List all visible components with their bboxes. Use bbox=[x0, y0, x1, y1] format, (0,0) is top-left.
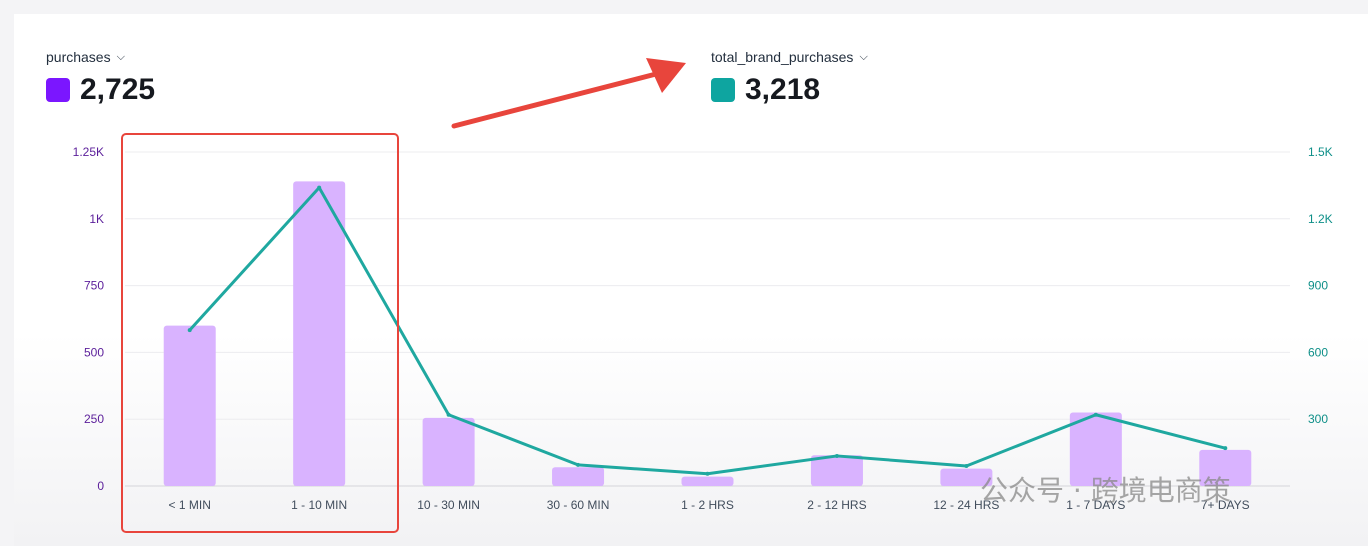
y-right-tick-label: 1.5K bbox=[1308, 145, 1333, 159]
bar-6[interactable] bbox=[940, 468, 993, 486]
x-tick-label: 12 - 24 HRS bbox=[933, 498, 999, 512]
y-right-tick-label: 1.2K bbox=[1308, 212, 1333, 226]
line-point-2[interactable] bbox=[446, 412, 451, 417]
metric-selector-total-brand-purchases[interactable]: total_brand_purchases ⌵ bbox=[711, 49, 868, 65]
y-right-tick-label: 900 bbox=[1308, 279, 1328, 293]
line-series bbox=[187, 185, 1228, 476]
line-point-0[interactable] bbox=[187, 328, 192, 333]
line-point-5[interactable] bbox=[834, 453, 839, 458]
x-tick-label: 30 - 60 MIN bbox=[547, 498, 610, 512]
x-tick-label: 10 - 30 MIN bbox=[417, 498, 480, 512]
metric-total-brand-purchases: total_brand_purchases ⌵ 3,218 bbox=[711, 49, 868, 107]
y-left-tick-label: 500 bbox=[84, 345, 104, 359]
metric-value-purchases: 2,725 bbox=[80, 73, 156, 106]
x-tick-label: 1 - 2 HRS bbox=[681, 498, 734, 512]
bar-1[interactable] bbox=[293, 181, 346, 486]
chevron-down-icon[interactable]: ⌵ bbox=[859, 50, 868, 63]
metric-name-label: purchases bbox=[46, 49, 111, 65]
bar-7[interactable] bbox=[1069, 412, 1122, 486]
y-left-tick-label: 0 bbox=[97, 479, 104, 493]
right-axis-ticks: 300 600 900 1.2K 1.5K bbox=[1308, 145, 1333, 426]
metric-purchases: purchases ⌵ 2,725 bbox=[46, 49, 155, 107]
x-tick-label: 2 - 12 HRS bbox=[807, 498, 866, 512]
y-left-tick-label: 1.25K bbox=[73, 145, 104, 159]
y-left-tick-label: 250 bbox=[84, 412, 104, 426]
bar-3[interactable] bbox=[552, 467, 605, 486]
arrow-shaft bbox=[451, 71, 659, 129]
metric-value-total-brand-purchases: 3,218 bbox=[745, 73, 821, 106]
line-point-6[interactable] bbox=[964, 463, 969, 468]
total-brand-purchases-color-swatch bbox=[711, 78, 735, 102]
line-point-7[interactable] bbox=[1093, 412, 1098, 417]
line-point-4[interactable] bbox=[705, 471, 710, 476]
line-point-1[interactable] bbox=[317, 185, 322, 190]
line-point-3[interactable] bbox=[576, 462, 581, 467]
y-left-tick-label: 750 bbox=[84, 279, 104, 293]
x-tick-label: 7+ DAYS bbox=[1201, 498, 1250, 512]
y-left-tick-label: 1K bbox=[89, 212, 104, 226]
bar-5[interactable] bbox=[810, 455, 863, 486]
bar-8[interactable] bbox=[1199, 449, 1252, 486]
metric-selector-purchases[interactable]: purchases ⌵ bbox=[46, 49, 155, 65]
chevron-down-icon[interactable]: ⌵ bbox=[116, 50, 125, 63]
x-tick-label: 1 - 10 MIN bbox=[291, 498, 347, 512]
purchases-color-swatch bbox=[46, 78, 70, 102]
highlight-box bbox=[121, 133, 399, 533]
watermark-text: 公众号 · 跨境电商策 bbox=[980, 474, 1231, 507]
bar-4[interactable] bbox=[681, 476, 734, 486]
y-right-tick-label: 300 bbox=[1308, 412, 1328, 426]
y-right-tick-label: 600 bbox=[1308, 345, 1328, 359]
arrow-head-icon bbox=[646, 58, 686, 93]
annotations bbox=[121, 58, 686, 533]
bar-0[interactable] bbox=[163, 325, 216, 486]
metric-name-label: total_brand_purchases bbox=[711, 49, 854, 65]
x-tick-label: < 1 MIN bbox=[169, 498, 211, 512]
x-tick-label: 1 - 7 DAYS bbox=[1066, 498, 1125, 512]
left-axis-ticks: 0 250 500 750 1K 1.25K bbox=[73, 145, 105, 493]
line-point-8[interactable] bbox=[1223, 446, 1228, 451]
bar-2[interactable] bbox=[422, 417, 475, 486]
chart-card bbox=[14, 14, 1368, 546]
x-axis-ticks: < 1 MIN 1 - 10 MIN 10 - 30 MIN 30 - 60 MIN 1… bbox=[169, 498, 1250, 512]
bar-series bbox=[163, 181, 1252, 486]
